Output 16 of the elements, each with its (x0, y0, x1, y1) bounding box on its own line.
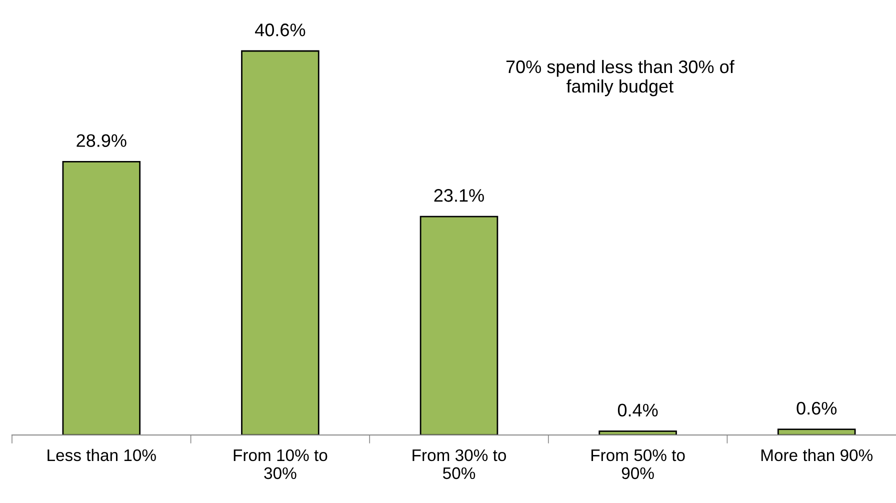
data-label: 23.1% (434, 189, 484, 202)
x-tick-label: From 30% to 50% (412, 449, 506, 480)
x-tick-label: From 10% to 30% (234, 449, 328, 480)
bar (777, 428, 856, 435)
x-tick-label: Less than 10% (48, 448, 156, 462)
bar (241, 50, 320, 435)
data-label: 40.6% (255, 24, 306, 36)
bar (62, 160, 141, 435)
x-tick-label: More than 90% (761, 448, 873, 462)
bar (598, 430, 677, 435)
data-label: 28.9% (76, 134, 126, 147)
data-label: 0.4% (618, 404, 658, 417)
data-label: 0.6% (796, 402, 837, 415)
x-tick-label: From 50% to 90% (591, 449, 685, 480)
bar (420, 216, 498, 435)
annotation: 70% spend less than 30% of family budget (506, 60, 734, 96)
